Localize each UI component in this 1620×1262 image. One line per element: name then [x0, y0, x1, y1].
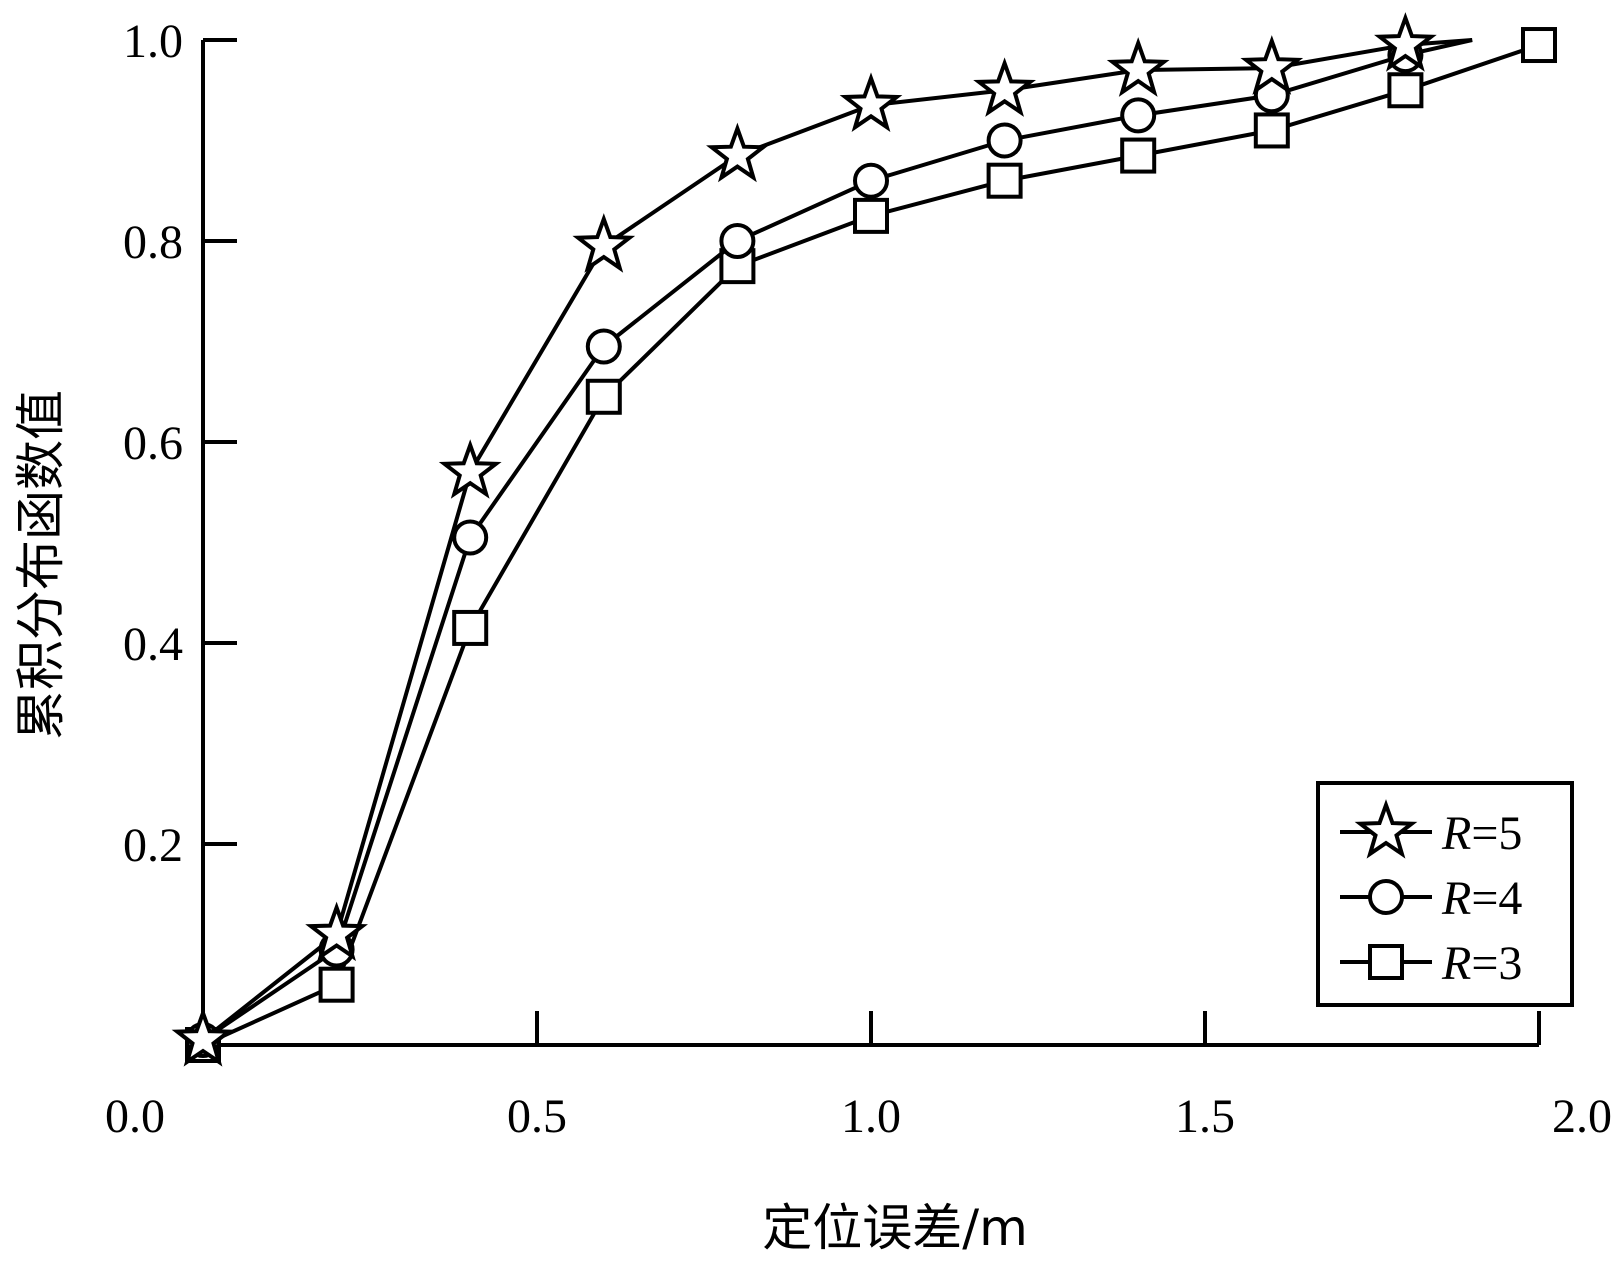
data-point-star — [305, 901, 368, 962]
y-tick-label: 0.8 — [123, 216, 183, 269]
data-point-star — [706, 122, 769, 183]
series-layer — [171, 12, 1557, 1067]
x-tick-label: 0.5 — [507, 1090, 567, 1143]
data-point-square — [1387, 72, 1424, 109]
data-point-star — [973, 57, 1036, 117]
data-point-star — [438, 439, 502, 499]
series-star — [171, 12, 1473, 1067]
data-point-square — [585, 378, 622, 415]
legend-label-value: =3 — [1471, 937, 1522, 990]
data-point-square — [318, 966, 355, 1003]
legend-marker-circle — [1368, 879, 1404, 915]
axes: 0.2 0.4 0.6 0.8 1.0 0.0 0.5 1.0 1.5 2.0 — [105, 15, 1612, 1143]
legend-marker-square — [1368, 944, 1404, 980]
data-point-star — [171, 1007, 235, 1067]
legend-box — [1316, 781, 1574, 1007]
data-point-star — [1106, 37, 1170, 97]
legend-label-value: =5 — [1471, 807, 1522, 860]
data-point-circle — [1120, 97, 1157, 134]
legend-label: R=3 — [1441, 937, 1522, 990]
x-tick-label: 0.0 — [105, 1090, 165, 1143]
series-circle — [185, 37, 1473, 1058]
y-tick-label: 0.2 — [123, 819, 183, 872]
data-point-circle — [719, 223, 756, 259]
y-tick-label: 0.4 — [123, 618, 183, 671]
data-point-circle — [986, 122, 1023, 159]
data-point-square — [1120, 137, 1157, 174]
data-point-square — [986, 162, 1023, 199]
legend-label-var: R — [1441, 872, 1471, 925]
legend-label-value: =4 — [1471, 872, 1522, 925]
legend: R=5R=4R=3 — [1316, 781, 1574, 1007]
data-point-star — [1240, 35, 1304, 95]
y-tick-label: 0.6 — [123, 417, 183, 470]
x-tick-label: 1.0 — [841, 1090, 901, 1143]
series-line — [201, 38, 1473, 1042]
data-point-square — [853, 197, 889, 234]
data-point-circle — [853, 162, 889, 199]
x-tick-label: 2.0 — [1552, 1090, 1612, 1143]
y-tick-label: 1.0 — [123, 15, 183, 68]
legend-label-var: R — [1441, 937, 1471, 990]
legend-label-var: R — [1441, 807, 1471, 860]
x-tick-label: 1.5 — [1175, 1090, 1235, 1143]
data-point-square — [1521, 27, 1557, 64]
series-line — [201, 38, 1473, 1042]
y-axis-title: 累积分布函数值 — [12, 390, 70, 740]
x-axis-title: 定位误差/m — [762, 1199, 1028, 1257]
data-point-square — [452, 609, 489, 646]
data-point-circle — [585, 328, 622, 365]
data-point-star — [572, 213, 636, 273]
data-point-star — [839, 72, 903, 133]
data-point-star — [1374, 12, 1437, 72]
data-point-circle — [452, 519, 489, 556]
legend-label: R=5 — [1441, 807, 1522, 860]
data-point-square — [1253, 112, 1290, 149]
legend-label: R=4 — [1441, 872, 1522, 925]
legend-marker-star — [1354, 799, 1418, 859]
